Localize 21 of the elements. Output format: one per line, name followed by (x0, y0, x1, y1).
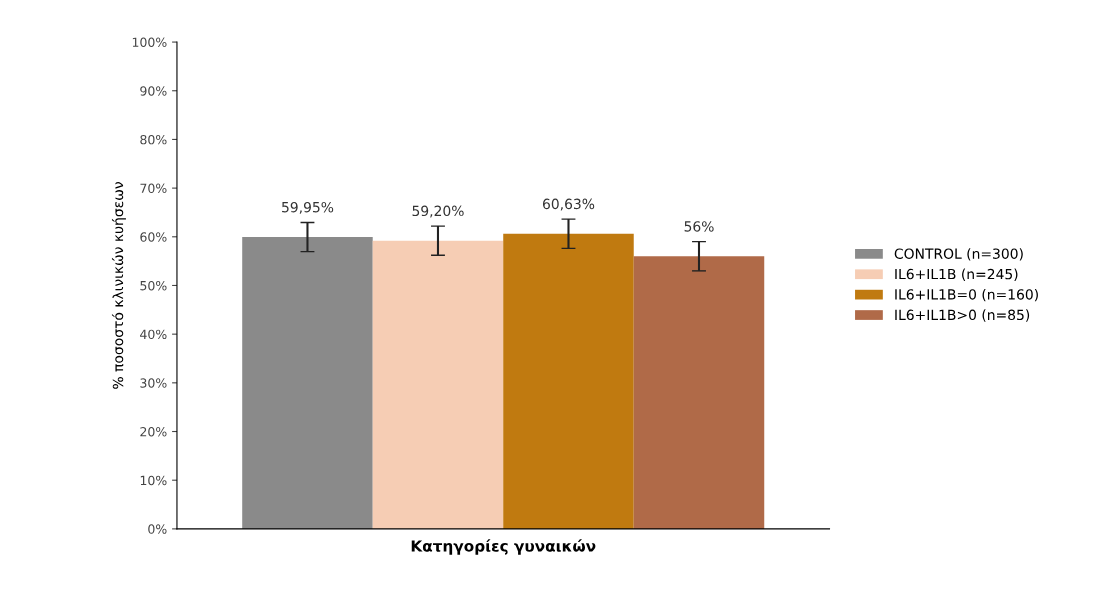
x-axis-title: Κατηγορίες γυναικών (411, 539, 596, 555)
y-tick-label: 10% (140, 475, 167, 486)
legend-label: IL6+IL1B (n=245) (895, 268, 1018, 281)
data-label: 59,20% (412, 205, 464, 218)
y-tick-label: 90% (140, 86, 167, 96)
legend-label: IL6+IL1B>0 (n=85) (895, 309, 1030, 322)
y-tick-label: 0% (148, 524, 167, 534)
y-tick-label: 30% (140, 378, 167, 388)
y-tick-label: 60% (140, 232, 167, 242)
y-tick-label: 40% (140, 329, 167, 340)
legend-label: IL6+IL1B=0 (n=160) (895, 288, 1038, 302)
y-tick-label: 80% (140, 134, 167, 145)
legend-label: CONTROL (n=300) (894, 248, 1023, 261)
data-label: 56% (684, 221, 714, 232)
data-label: 60,63% (542, 198, 595, 211)
y-tick-label: 50% (140, 280, 167, 291)
y-axis-title: % ποσοστό κλινικών κυήσεων (111, 182, 126, 389)
y-tick-label: 100% (132, 37, 167, 47)
data-label: 59,95% (282, 201, 334, 214)
y-tick-label: 70% (140, 183, 167, 194)
y-tick-label: 20% (140, 426, 167, 437)
